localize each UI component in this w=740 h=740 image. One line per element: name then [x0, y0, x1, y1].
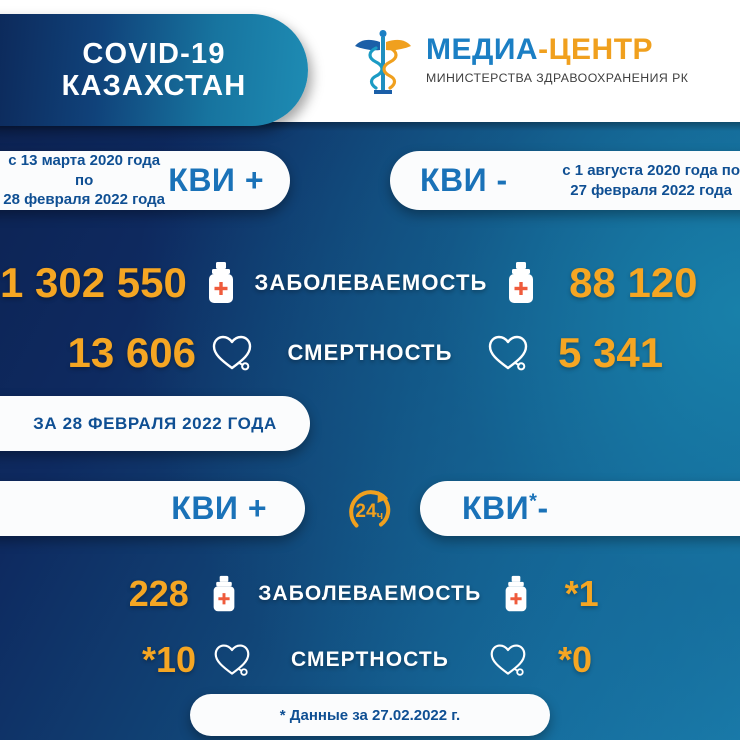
cumulative-left-period: с 13 марта 2020 года по 28 февраля 2022 … [0, 151, 168, 210]
cumulative-deaths-row: 13 606 СМЕРТНОСТЬ 5 341 [0, 318, 740, 388]
daily-period-banner: ЗА 28 ФЕВРАЛЯ 2022 ГОДА [0, 396, 310, 451]
cumulative-deaths-label: СМЕРТНОСТЬ [287, 340, 453, 365]
cumulative-right-period: с 1 августа 2020 года по 27 февраля 2022… [562, 161, 740, 200]
daily-left-banner: КВИ + [0, 481, 305, 536]
medicine-bottle-icon [213, 575, 234, 612]
caduceus-icon [355, 30, 411, 94]
daily-deaths-left-value-cell: *10 [0, 639, 196, 681]
daily-deaths-left-icon-cell [196, 641, 268, 679]
cumulative-left-period-line2: 28 февраля 2022 года [3, 191, 165, 209]
medicine-bottle-icon [208, 262, 233, 303]
cumulative-cases-right-icon-cell [487, 261, 555, 305]
brand-name: МЕДИА-ЦЕНТР [426, 35, 688, 65]
cumulative-deaths-left-value: 13 606 [67, 329, 196, 376]
brand-text: МЕДИА-ЦЕНТР МИНИСТЕРСТВА ЗДРАВООХРАНЕНИЯ… [426, 35, 689, 86]
cumulative-cases-left-icon-cell [187, 261, 255, 305]
footnote-text: * Данные за 27.02.2022 г. [279, 706, 461, 724]
cumulative-deaths-left-value-cell: 13 606 [0, 329, 196, 377]
daily-deaths-right-value-cell: *0 [544, 639, 740, 681]
page-title-line1: COVID-19 [82, 37, 226, 70]
cumulative-deaths-right-value-cell: 5 341 [544, 329, 740, 377]
cumulative-cases-left-value-cell: 1 302 550 [0, 259, 187, 307]
brand-name-part2: -ЦЕНТР [538, 33, 654, 66]
daily-right-label: КВИ*- [462, 490, 549, 527]
page-title-line2: КАЗАХСТАН [61, 70, 247, 102]
heart-stethoscope-icon [488, 335, 528, 371]
daily-cases-label-cell: ЗАБОЛЕВАЕМОСТЬ [258, 582, 481, 606]
cumulative-cases-right-value-cell: 88 120 [555, 259, 740, 307]
daily-left-label: КВИ + [171, 490, 267, 526]
daily-cases-right-value: *1 [564, 573, 599, 614]
daily-period-label: ЗА 28 ФЕВРАЛЯ 2022 ГОДА [33, 413, 277, 433]
24-hours-icon: 24 ч [349, 490, 391, 528]
page-title: COVID-19 КАЗАХСТАН [22, 38, 247, 103]
daily-right-banner: КВИ*- [420, 481, 740, 536]
heart-stethoscope-icon [490, 644, 526, 676]
daily-deaths-label-cell: СМЕРТНОСТЬ [268, 648, 472, 672]
cumulative-left-banner: с 13 марта 2020 года по 28 февраля 2022 … [0, 151, 290, 210]
cumulative-right-period-line2: 27 февраля 2022 года [570, 181, 732, 199]
daily-right-label-text: КВИ [462, 490, 530, 526]
cumulative-cases-right-value: 88 120 [569, 259, 698, 306]
cumulative-deaths-label-cell: СМЕРТНОСТЬ [268, 340, 472, 366]
daily-deaths-left-value: *10 [141, 639, 196, 680]
daily-cases-label: ЗАБОЛЕВАЕМОСТЬ [258, 582, 482, 605]
badge-value-text: 24 [355, 501, 377, 522]
cumulative-cases-left-value: 1 302 550 [0, 259, 187, 306]
daily-cases-right-icon-cell [481, 575, 550, 613]
cumulative-right-banner: КВИ - с 1 августа 2020 года по 27 феврал… [390, 151, 740, 210]
daily-cases-row: 228 ЗАБОЛЕВАЕМОСТЬ *1 [0, 562, 740, 626]
cumulative-cases-label: ЗАБОЛЕВАЕМОСТЬ [254, 270, 488, 295]
heart-stethoscope-icon [214, 644, 250, 676]
cumulative-left-period-line1: с 13 марта 2020 года по [8, 152, 161, 189]
brand-subtitle: МИНИСТЕРСТВА ЗДРАВООХРАНЕНИЯ РК [426, 71, 689, 85]
daily-cases-right-value-cell: *1 [551, 573, 740, 615]
header-shadow [0, 122, 740, 131]
cumulative-deaths-right-value: 5 341 [558, 329, 664, 376]
badge-unit-text: ч [377, 510, 383, 522]
daily-cases-left-value-cell: 228 [0, 573, 189, 615]
daily-deaths-right-value: *0 [558, 639, 593, 680]
heart-stethoscope-icon [212, 335, 252, 371]
medicine-bottle-icon [509, 262, 534, 303]
daily-cases-left-value: 228 [128, 573, 189, 614]
brand-logo: МЕДИА-ЦЕНТР МИНИСТЕРСТВА ЗДРАВООХРАНЕНИЯ… [352, 20, 722, 100]
daily-deaths-right-icon-cell [472, 641, 544, 679]
cumulative-cases-row: 1 302 550 ЗАБОЛЕВАЕМОСТЬ 88 12 [0, 248, 740, 318]
footnote-banner: * Данные за 27.02.2022 г. [190, 694, 550, 736]
cumulative-deaths-left-icon-cell [196, 332, 268, 374]
cumulative-right-period-line1: с 1 августа 2020 года по [562, 162, 740, 179]
daily-deaths-row: *10 СМЕРТНОСТЬ *0 [0, 628, 740, 692]
medicine-bottle-icon [505, 575, 527, 612]
cumulative-right-label: КВИ - [420, 162, 508, 198]
cumulative-cases-label-cell: ЗАБОЛЕВАЕМОСТЬ [254, 270, 487, 296]
brand-name-part1: МЕДИА [426, 33, 539, 66]
daily-right-label-sign: - [537, 490, 549, 526]
daily-deaths-label: СМЕРТНОСТЬ [290, 648, 449, 671]
daily-cases-left-icon-cell [189, 575, 258, 613]
cumulative-left-label: КВИ + [168, 162, 264, 198]
covid-title-pill: COVID-19 КАЗАХСТАН [0, 14, 308, 126]
cumulative-deaths-right-icon-cell [472, 332, 544, 374]
daily-right-label-asterisk: * [529, 490, 538, 513]
